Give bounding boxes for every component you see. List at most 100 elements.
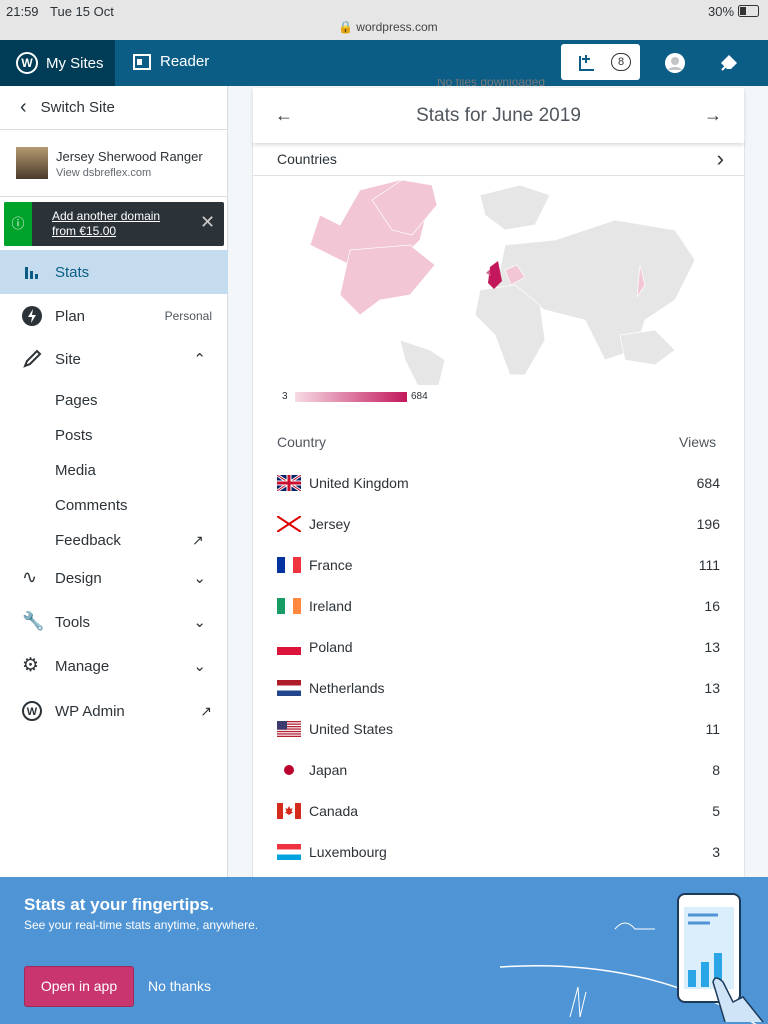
country-name: United Kingdom	[309, 475, 409, 491]
column-header: Views	[679, 434, 717, 450]
site-name[interactable]: Jersey Sherwood Ranger	[56, 149, 203, 164]
flag	[277, 721, 301, 737]
legend-max: 684	[411, 391, 428, 402]
country-row: Luxembourg 3	[277, 840, 720, 864]
no-thanks-button[interactable]: No thanks	[148, 978, 212, 994]
country-row: Netherlands 13	[277, 676, 720, 700]
site-icon	[23, 349, 42, 368]
menu-label: Tools	[55, 613, 91, 631]
next-period[interactable]: →	[704, 105, 722, 125]
country-row: Jersey 196	[277, 512, 720, 536]
app-banner: Stats at your fingertips. See your real-…	[0, 877, 768, 1024]
menu-label: Stats	[55, 263, 90, 281]
country-row: Canada 5	[277, 799, 720, 823]
country-name: Jersey	[309, 516, 351, 532]
reader-label: Reader	[160, 53, 210, 70]
country-name: Poland	[309, 639, 353, 655]
banner-illustration	[499, 893, 764, 1024]
domain-notice-link[interactable]: Add another domain from €15.00	[52, 209, 161, 238]
country-name: France	[309, 557, 353, 573]
clipped-text: No files downloaded	[437, 79, 546, 88]
avatar[interactable]	[664, 52, 686, 74]
flag	[277, 762, 301, 778]
draft-count: 8	[611, 53, 631, 71]
banner-subtitle: See your real-time stats anytime, anywhe…	[24, 918, 259, 932]
external-icon: ↗	[192, 532, 204, 548]
country-row: Japan 8	[277, 758, 720, 782]
menu-label: Design	[55, 569, 102, 587]
country-row: United Kingdom 684	[277, 471, 720, 495]
country-row: Poland 13	[277, 635, 720, 659]
notifications-icon[interactable]	[718, 53, 740, 73]
chevron: ⌃	[193, 351, 206, 368]
site-url[interactable]: View dsbreflex.com	[56, 167, 152, 179]
date: Tue 15 Oct	[50, 4, 114, 19]
menu-manage[interactable]: ⚙ Manage ⌄	[0, 644, 228, 688]
period-header: ← Stats for June 2019 →	[253, 88, 744, 143]
reader-icon	[133, 53, 151, 70]
country-name: Canada	[309, 803, 359, 819]
battery: 30%	[708, 4, 735, 19]
views: 16	[704, 598, 720, 614]
views: 3	[712, 844, 720, 860]
menu-stats[interactable]: Stats	[0, 250, 228, 294]
period-title: Stats for June 2019	[416, 104, 581, 126]
flag	[277, 516, 301, 532]
plan-badge: Personal	[164, 309, 212, 323]
country-name: United States	[309, 721, 394, 737]
switch-site-label: Switch Site	[40, 99, 115, 116]
country-name: Luxembourg	[309, 844, 387, 860]
flag	[277, 639, 301, 655]
svg-text:W: W	[27, 706, 38, 718]
divider	[0, 196, 228, 197]
menu-site[interactable]: Site ⌃	[0, 337, 228, 381]
menu-wp-admin[interactable]: W WP Admin ↗	[0, 689, 228, 733]
country-name: Ireland	[309, 598, 352, 614]
flag	[277, 557, 301, 573]
country-row: United States 11	[277, 717, 720, 741]
submenu-item[interactable]: Media	[55, 462, 96, 479]
reader-tab[interactable]: Reader	[133, 53, 209, 70]
menu-design[interactable]: ∿ Design ⌄	[0, 556, 228, 600]
flag	[277, 598, 301, 614]
menu-tools[interactable]: 🔧 Tools ⌄	[0, 600, 228, 644]
views: 13	[704, 639, 720, 655]
url-text: wordpress.com	[356, 20, 438, 34]
section-title: Countries	[277, 151, 337, 167]
chevron-right: ›	[716, 146, 724, 171]
battery-icon	[738, 5, 759, 17]
menu-plan[interactable]: Plan Personal	[0, 294, 228, 338]
my-sites-tab[interactable]: W My Sites	[0, 40, 115, 86]
legend-min: 3	[282, 391, 288, 402]
country-row: France 111	[277, 553, 720, 577]
plan-icon	[22, 306, 42, 326]
wp-admin-icon: W	[22, 701, 42, 721]
views: 11	[705, 721, 720, 737]
submenu-item[interactable]: Posts	[55, 427, 93, 444]
countries-header[interactable]: Countries ›	[253, 143, 744, 175]
tools-icon: 🔧	[22, 611, 45, 631]
views: 684	[696, 475, 720, 491]
menu-label: Site	[55, 350, 81, 368]
flag	[277, 844, 301, 860]
chevron: ⌄	[193, 570, 206, 587]
chevron: ⌄	[193, 614, 206, 631]
my-sites-label: My Sites	[46, 54, 104, 72]
country-name: Japan	[309, 762, 348, 778]
column-header: Country	[277, 434, 327, 450]
menu-label: Manage	[55, 657, 110, 675]
time: 21:59	[6, 4, 39, 19]
legend-gradient	[295, 392, 407, 402]
notice-close[interactable]: ✕	[200, 212, 216, 232]
prev-period[interactable]: ←	[275, 105, 293, 125]
views: 5	[712, 803, 720, 819]
write-button[interactable]: 8	[561, 44, 640, 80]
stats-icon	[25, 267, 38, 279]
back-arrow: ‹	[20, 96, 27, 118]
switch-site[interactable]: ‹ Switch Site	[0, 86, 228, 130]
submenu-item[interactable]: Feedback	[55, 532, 121, 549]
open-in-app-button[interactable]: Open in app	[24, 966, 134, 1007]
submenu-item[interactable]: Pages	[55, 392, 98, 409]
submenu-item[interactable]: Comments	[55, 497, 128, 514]
